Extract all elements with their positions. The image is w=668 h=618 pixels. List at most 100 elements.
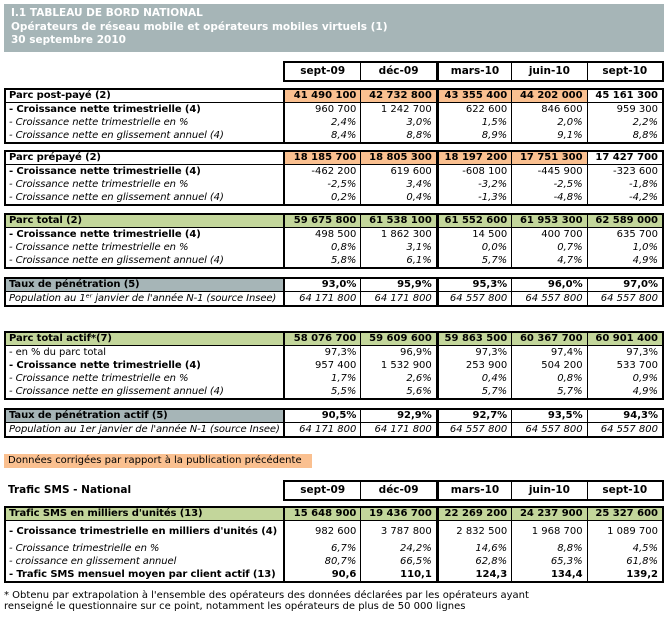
table-parc-total-actif: Parc total actif*(7) 58 076 700 59 609 600… [4, 330, 664, 400]
value-cell: 5,8% [330, 254, 357, 266]
value-cell: 134,4 [511, 567, 586, 581]
value-cell: 5,5% [330, 385, 357, 397]
value-cell: 90,6 [331, 568, 357, 580]
value-cell: -1,8% [586, 177, 662, 191]
value-cell: 65,3% [511, 554, 586, 568]
value-cell: 64 171 800 [299, 423, 357, 435]
value-cell: 1 862 300 [360, 227, 435, 241]
value-cell: -462 200 [311, 165, 357, 177]
value-cell: 6,7% [330, 542, 357, 554]
value-cell: 80,7% [324, 555, 357, 567]
value-cell: 982 600 [315, 525, 357, 537]
table-row: Parc post-payé (2) 41 490 100 42 732 800 43… [6, 89, 662, 103]
value-cell: 64 171 800 [299, 292, 357, 304]
row-label: Population au 1er janvier de l'année N-1… [6, 422, 285, 436]
row-label: - Croissance nette en glissement annuel … [6, 190, 285, 204]
table-row: - Croissance nette en glissement annuel … [6, 384, 662, 398]
value-cell: 64 171 800 [360, 422, 435, 436]
row-label: Taux de pénétration (5) [6, 278, 285, 291]
table-row: - Croissance nette trimestrielle en % 2,4… [6, 115, 662, 129]
value-cell: 2,0% [511, 115, 586, 129]
value-cell: 2,6% [360, 371, 435, 385]
value-cell: 96,0% [511, 278, 586, 291]
table-row: - Croissance trimestrielle en milliers d… [6, 520, 662, 542]
value-cell: -3,2% [435, 177, 511, 191]
value-cell: 45 161 300 [586, 89, 662, 102]
value-cell: 97,3% [586, 345, 662, 359]
value-cell: 3,1% [360, 240, 435, 254]
value-cell: 1 242 700 [360, 102, 435, 116]
value-cell: 64 557 800 [586, 422, 662, 436]
value-cell: 1 968 700 [511, 520, 586, 542]
row-label: - Croissance nette en glissement annuel … [6, 128, 285, 142]
table-row: Parc total (2) 59 675 800 61 538 100 61 552… [6, 214, 662, 228]
row-label: - croissance en glissement annuel [6, 554, 285, 568]
value-cell: 504 200 [511, 358, 586, 372]
spacer [0, 269, 668, 277]
value-cell: -1,3% [435, 190, 511, 204]
value-cell: 97,3% [324, 346, 357, 358]
value-cell: 95,9% [360, 278, 435, 291]
column-header: déc-09 [360, 62, 435, 80]
value-cell: 18 185 700 [285, 151, 361, 164]
table-row: Parc total actif*(7) 58 076 700 59 609 600… [6, 332, 662, 346]
value-cell: 0,9% [586, 371, 662, 385]
table-row: - croissance en glissement annuel 80,7% 66… [6, 554, 662, 568]
value-cell: 64 171 800 [360, 291, 435, 305]
value-cell: 498 500 [315, 228, 357, 240]
value-cell: 619 600 [360, 164, 435, 178]
value-cell: 8,4% [330, 129, 357, 141]
row-label: Parc post-payé (2) [6, 89, 285, 102]
value-cell: 635 700 [586, 227, 662, 241]
value-cell: 14 500 [435, 227, 511, 241]
value-cell: 5,7% [435, 384, 511, 398]
value-cell: 97,3% [435, 345, 511, 359]
value-cell: 0,4% [435, 371, 511, 385]
value-cell: 533 700 [586, 358, 662, 372]
table-row: - Croissance nette en glissement annuel … [6, 128, 662, 142]
row-label: Population au 1ᵉʳ janvier de l'année N-1… [6, 291, 285, 305]
value-cell: 1,7% [330, 372, 357, 384]
value-cell: 110,1 [360, 567, 435, 581]
value-cell: 64 557 800 [511, 422, 586, 436]
value-cell: 17 427 700 [586, 151, 662, 164]
value-cell: 66,5% [360, 554, 435, 568]
value-cell: 0,8% [330, 241, 357, 253]
table-parc-prepaye: Parc prépayé (2) 18 185 700 18 805 300 18 1… [4, 149, 664, 206]
report-header-band: I.1 TABLEAU DE BORD NATIONAL Opérateurs … [4, 4, 664, 52]
value-cell: 1,0% [586, 240, 662, 254]
value-cell: 9,1% [511, 128, 586, 142]
value-cell: 846 600 [511, 102, 586, 116]
value-cell: 64 557 800 [586, 291, 662, 305]
value-cell: 41 490 100 [285, 89, 361, 102]
value-cell: 0,0% [435, 240, 511, 254]
table-row: Parc prépayé (2) 18 185 700 18 805 300 18 1… [6, 151, 662, 165]
value-cell: 15 648 900 [285, 507, 361, 520]
column-header-row-1: sept-09 déc-09 mars-10 juin-10 sept-10 [4, 60, 664, 82]
value-cell: 1 089 700 [586, 520, 662, 542]
value-cell: 6,1% [360, 253, 435, 267]
value-cell: 44 202 000 [511, 89, 587, 102]
row-label: - Croissance nette trimestrielle en % [6, 240, 285, 254]
spacer [0, 52, 668, 61]
row-label: - en % du parc total [6, 345, 285, 359]
value-cell: -608 100 [435, 164, 511, 178]
table-row: - Croissance nette trimestrielle (4) 498 … [6, 227, 662, 241]
value-cell: 43 355 400 [435, 89, 512, 102]
value-cell: 3,0% [360, 115, 435, 129]
table-row: - Croissance nette trimestrielle (4) 960 … [6, 102, 662, 116]
table-row: - Croissance nette en glissement annuel … [6, 253, 662, 267]
value-cell: 5,7% [511, 384, 586, 398]
value-cell: 2,4% [330, 116, 357, 128]
value-cell: 0,8% [511, 371, 586, 385]
table-parc-total: Parc total (2) 59 675 800 61 538 100 61 552… [4, 212, 664, 269]
value-cell: 59 609 600 [360, 332, 436, 345]
value-cell: 64 557 800 [511, 291, 586, 305]
value-cell: 61 538 100 [360, 214, 436, 227]
value-cell: 96,9% [360, 345, 435, 359]
value-cell: 93,5% [511, 409, 586, 422]
row-label: Parc prépayé (2) [6, 151, 285, 164]
value-cell: 42 732 800 [360, 89, 436, 102]
row-label: Taux de pénétration actif (5) [6, 409, 285, 422]
table-row: Trafic SMS en milliers d'unités (13) 15 6… [6, 507, 662, 521]
